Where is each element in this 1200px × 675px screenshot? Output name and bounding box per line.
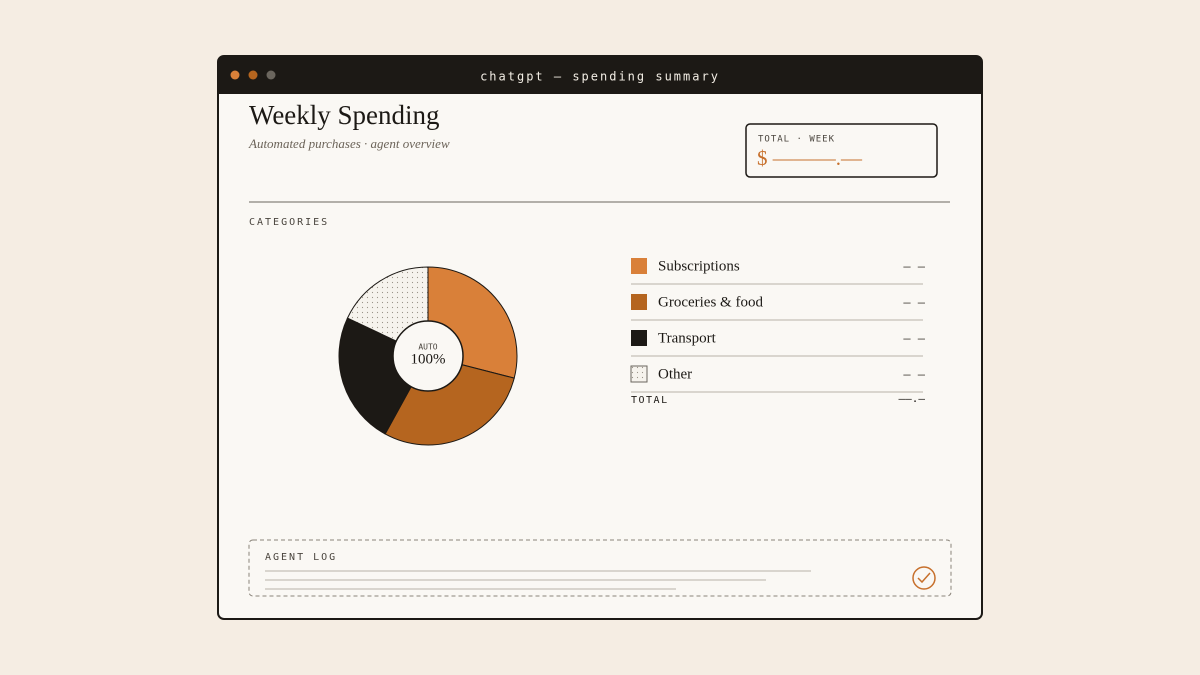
legend-swatch — [630, 365, 648, 383]
legend-swatch — [631, 330, 647, 346]
legend-swatch — [631, 258, 647, 274]
page-title: Weekly Spending — [249, 100, 440, 130]
legend-amount: – – — [903, 368, 925, 382]
legend-amount: – – — [903, 332, 925, 346]
legend-label: Subscriptions — [658, 258, 740, 274]
total-box — [745, 123, 938, 178]
window-dot[interactable] — [266, 70, 276, 80]
center-label: AUTO — [418, 343, 437, 352]
legend-label: Transport — [658, 330, 717, 346]
legend-total-value: ——.— — [899, 392, 926, 405]
legend-total-label: TOTAL — [631, 395, 669, 406]
section-label: CATEGORIES — [249, 217, 329, 228]
window-title: chatgpt — spending summary — [480, 70, 720, 84]
agent-log-box — [248, 539, 952, 597]
total-amount: $ ———.— — [757, 146, 863, 170]
window-border — [217, 55, 983, 620]
check-mark — [917, 572, 931, 584]
legend-label: Groceries & food — [658, 294, 763, 310]
check-icon — [912, 566, 936, 590]
center-value: 100% — [411, 351, 446, 367]
legend-amount: – – — [903, 296, 925, 310]
window-dot[interactable] — [248, 70, 258, 80]
legend-amount: – – — [903, 260, 925, 274]
donut-hole — [392, 320, 464, 392]
window-dot[interactable] — [230, 70, 240, 80]
title-bar — [218, 56, 982, 94]
legend-swatch — [631, 294, 647, 310]
agent-log-title: AGENT LOG — [265, 552, 337, 563]
page-subtitle: Automated purchases · agent overview — [248, 136, 450, 151]
legend-label: Other — [658, 366, 692, 382]
legend: Subscriptions – – Groceries & food – – Trans… — [630, 258, 926, 406]
total-label: TOTAL · WEEK — [758, 135, 835, 145]
